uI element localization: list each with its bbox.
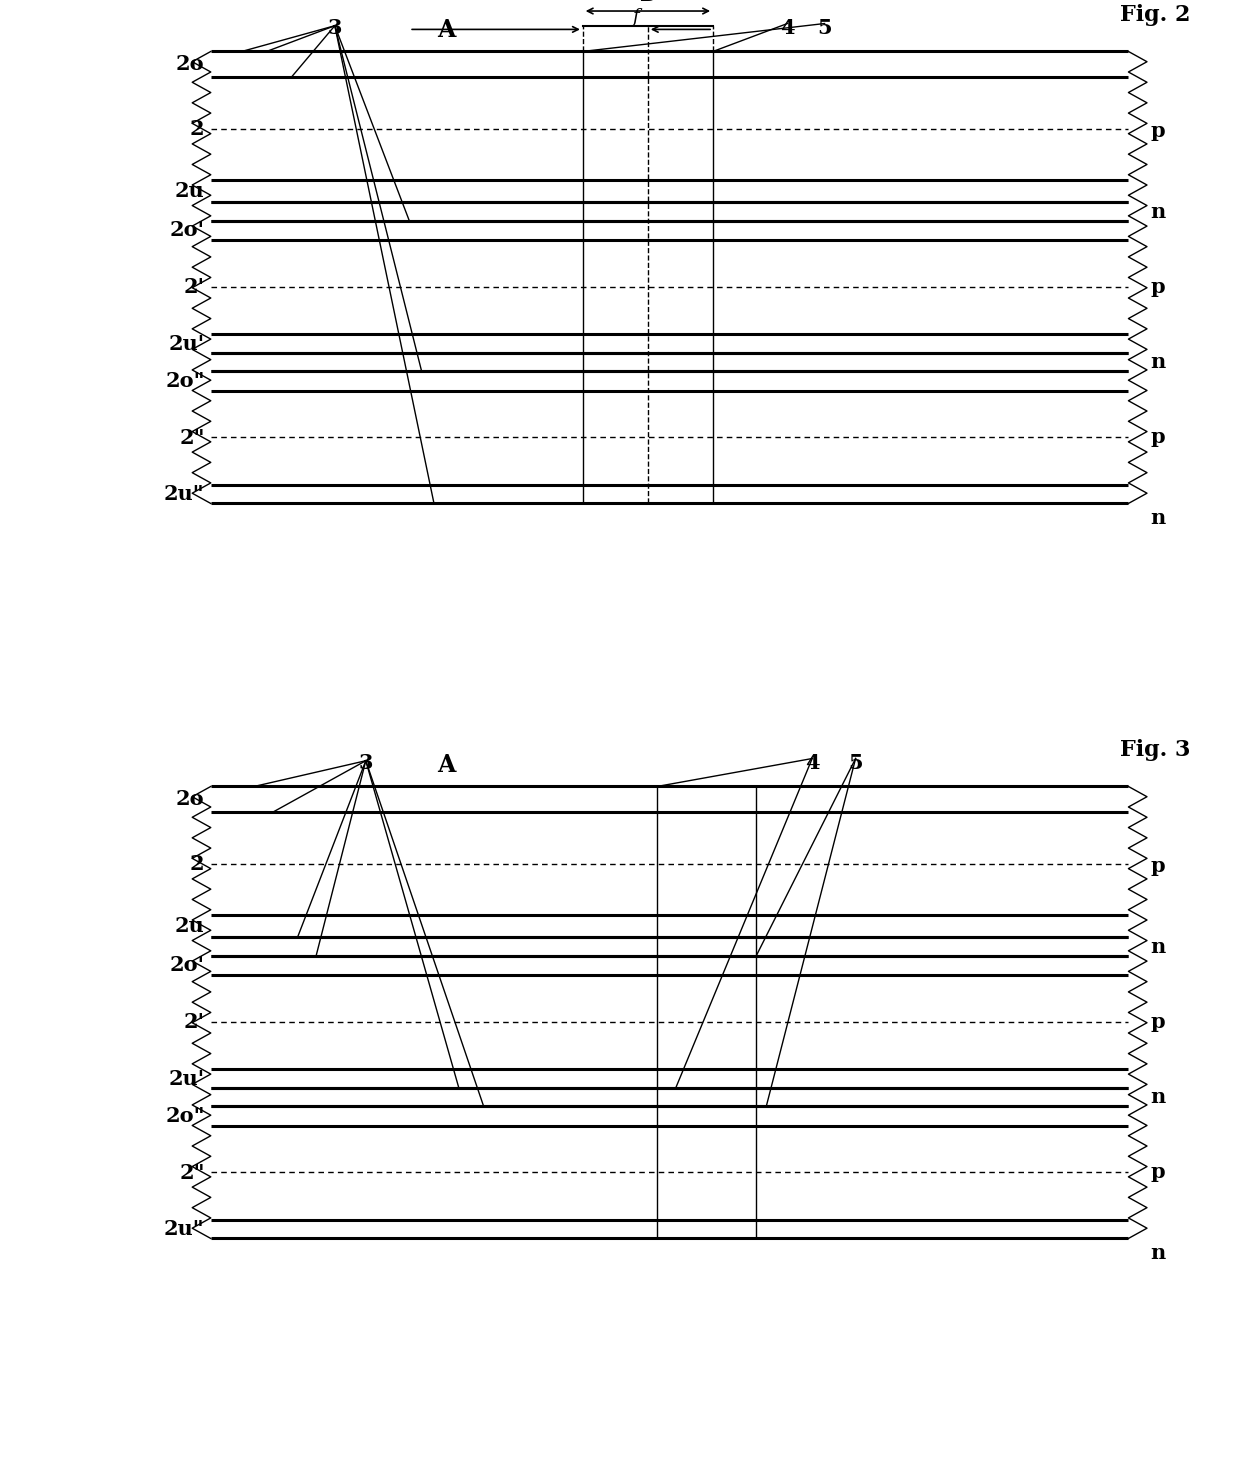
Text: 3: 3 [327, 19, 342, 38]
Text: 2u': 2u' [169, 334, 205, 354]
Text: 2': 2' [184, 1013, 205, 1032]
Text: n: n [1151, 509, 1166, 528]
Text: 2: 2 [190, 119, 205, 138]
Text: Fig. 2: Fig. 2 [1120, 4, 1190, 25]
Text: 2: 2 [190, 854, 205, 873]
Text: 4: 4 [805, 753, 820, 773]
Text: D: D [640, 0, 656, 6]
Text: 2o": 2o" [165, 370, 205, 391]
Text: 2o": 2o" [165, 1105, 205, 1126]
Text: A: A [438, 19, 455, 43]
Text: p: p [1151, 1013, 1166, 1032]
Text: A: A [438, 753, 455, 778]
Text: 2": 2" [179, 1163, 205, 1183]
Text: Fig. 3: Fig. 3 [1120, 738, 1190, 760]
Text: p: p [1151, 278, 1166, 297]
Text: n: n [1151, 201, 1166, 222]
Text: 5: 5 [848, 753, 863, 773]
Text: n: n [1151, 936, 1166, 957]
Text: p: p [1151, 1161, 1166, 1182]
Text: n: n [1151, 353, 1166, 372]
Text: p: p [1151, 856, 1166, 876]
Text: f: f [632, 7, 639, 25]
Text: 2': 2' [184, 278, 205, 297]
Text: 2u": 2u" [164, 484, 205, 504]
Text: 2u: 2u [175, 916, 205, 936]
Text: 2u": 2u" [164, 1219, 205, 1239]
Text: p: p [1151, 121, 1166, 141]
Text: 2o': 2o' [170, 220, 205, 241]
Text: n: n [1151, 1244, 1166, 1263]
Text: 4: 4 [780, 19, 795, 38]
Text: n: n [1151, 1088, 1166, 1107]
Text: 2u': 2u' [169, 1069, 205, 1089]
Text: 5: 5 [817, 19, 832, 38]
Text: 2": 2" [179, 428, 205, 448]
Text: 2o': 2o' [170, 956, 205, 976]
Text: 2u: 2u [175, 181, 205, 201]
Text: 2o: 2o [176, 789, 205, 810]
Text: 3: 3 [358, 753, 373, 773]
Text: p: p [1151, 426, 1166, 447]
Text: 2o: 2o [176, 54, 205, 75]
